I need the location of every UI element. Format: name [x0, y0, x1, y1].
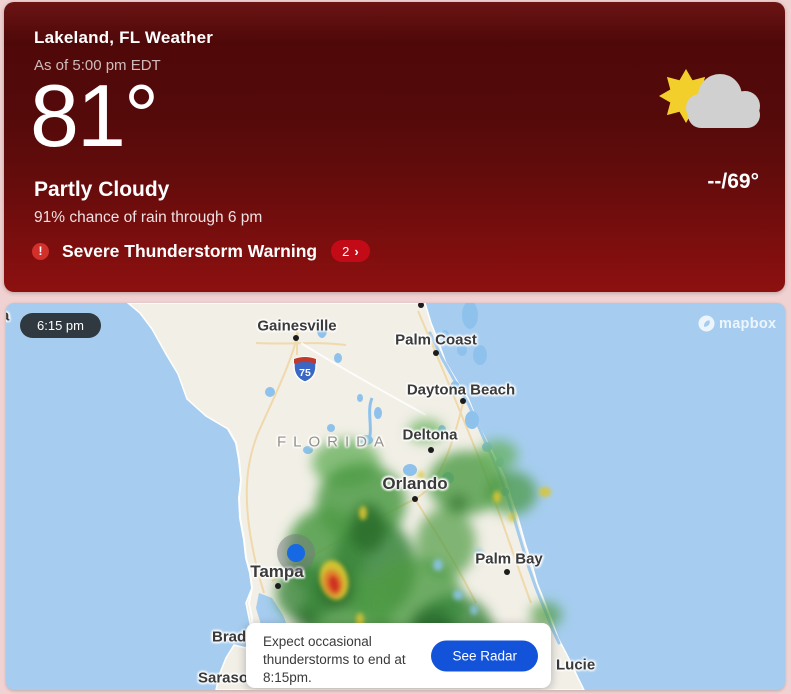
mapbox-attribution[interactable]: mapbox: [698, 315, 776, 332]
see-radar-button[interactable]: See Radar: [431, 640, 538, 671]
map-label-lucie: Lucie: [556, 656, 596, 674]
as-of-timestamp: As of 5:00 pm EDT: [34, 57, 161, 74]
page-title: Lakeland, FL Weather: [34, 28, 214, 47]
severe-weather-alert[interactable]: ! Severe Thunderstorm Warning 2 ›: [32, 240, 370, 262]
high-low-temperature: --/69°: [707, 170, 759, 193]
map-label-palm-bay: Palm Bay: [475, 550, 543, 568]
precip-chance-text: 91% chance of rain through 6 pm: [34, 209, 263, 226]
map-label-deltona: Deltona: [402, 426, 458, 444]
mapbox-wordmark: mapbox: [719, 315, 777, 332]
alert-exclamation-icon: !: [32, 242, 49, 260]
map-label-florida: FLORIDA: [276, 433, 392, 451]
svg-text:75: 75: [299, 367, 311, 379]
radar-map[interactable]: 75 a Gainesville Palm Coast Daytona Beac…: [6, 303, 785, 690]
alert-count: 2: [342, 243, 350, 259]
condition-text: Partly Cloudy: [34, 178, 170, 201]
alert-count-badge[interactable]: 2 ›: [331, 240, 370, 262]
partly-cloudy-icon: [652, 64, 770, 147]
current-location-marker: [277, 534, 315, 572]
current-conditions-card: Lakeland, FL Weather As of 5:00 pm EDT 8…: [4, 2, 785, 292]
map-label-daytona-beach: Daytona Beach: [406, 381, 516, 399]
chevron-right-icon: ›: [354, 243, 359, 259]
insight-message: Expect occasional thunderstorms to end a…: [263, 634, 406, 686]
location-dot: [287, 544, 305, 562]
map-label-palm-coast: Palm Coast: [395, 331, 477, 349]
forecast-insight-popup: Expect occasional thunderstorms to end a…: [246, 623, 551, 688]
map-label-cutoff: a: [6, 308, 9, 325]
alert-label: Severe Thunderstorm Warning: [62, 240, 318, 261]
map-label-sarasota: Sarasota: [198, 669, 262, 687]
mapbox-icon: [698, 315, 715, 332]
radar-timestamp-pill: 6:15 pm: [20, 313, 101, 338]
current-temperature: 81°: [30, 66, 159, 165]
interstate-75-shield-icon: 75: [292, 355, 318, 388]
map-label-gainesville: Gainesville: [257, 317, 337, 335]
map-label-orlando: Orlando: [382, 474, 448, 493]
